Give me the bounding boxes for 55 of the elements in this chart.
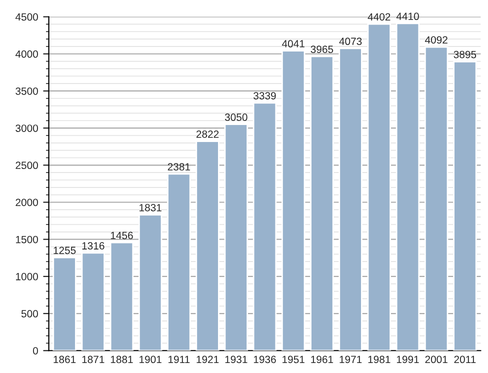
y-tick-label: 3500 xyxy=(16,87,38,95)
x-tick-label: 1971 xyxy=(340,356,362,364)
x-tick-label: 1861 xyxy=(54,356,76,364)
x-tick-label: 1911 xyxy=(168,356,190,364)
x-tick-label: 1931 xyxy=(225,356,248,364)
data-label: 3050 xyxy=(224,114,248,121)
y-tick-label: 1000 xyxy=(16,272,38,280)
bar xyxy=(138,214,162,351)
x-tick-label: 1951 xyxy=(282,356,304,364)
bar xyxy=(167,173,191,351)
bar xyxy=(281,50,306,351)
bar xyxy=(367,23,391,351)
bar xyxy=(453,60,477,351)
bar xyxy=(52,256,76,351)
x-tick-label: 1936 xyxy=(254,356,276,364)
x-tick-label: 1871 xyxy=(82,356,104,364)
data-label: 3339 xyxy=(254,92,276,100)
bar xyxy=(252,102,277,351)
y-tick-label: 4000 xyxy=(15,50,38,58)
bar xyxy=(196,140,220,351)
bar xyxy=(396,22,420,351)
bar xyxy=(338,48,362,351)
y-tick-label: 2500 xyxy=(16,162,38,170)
x-tick-label: 1881 xyxy=(110,356,133,364)
y-tick-label: 4500 xyxy=(15,13,38,21)
y-tick-label: 3000 xyxy=(16,124,38,132)
data-label: 2822 xyxy=(196,130,219,138)
x-tick-label: 2011 xyxy=(454,356,476,364)
x-tick-label: 1981 xyxy=(368,356,390,364)
x-tick-label: 1921 xyxy=(196,356,219,364)
x-tick-label: 1901 xyxy=(140,356,162,364)
data-label: 3895 xyxy=(454,50,476,58)
data-label: 4073 xyxy=(339,38,362,46)
bar xyxy=(424,46,448,351)
data-label: 1831 xyxy=(140,204,162,212)
x-tick-label: 1961 xyxy=(311,356,334,364)
x-tick-label: 2001 xyxy=(425,356,448,364)
data-label: 4041 xyxy=(282,40,304,48)
data-label: 3965 xyxy=(310,46,334,54)
data-label: 1456 xyxy=(110,232,133,240)
bar xyxy=(110,242,134,351)
y-tick-label: 0 xyxy=(33,347,38,354)
y-tick-label: 1500 xyxy=(16,236,38,244)
bar xyxy=(310,56,334,351)
y-tick-label: 500 xyxy=(21,310,38,318)
data-label: 4402 xyxy=(368,13,390,21)
data-label: 2381 xyxy=(168,163,190,171)
y-tick-label: 2000 xyxy=(16,198,38,206)
data-label: 4092 xyxy=(425,36,448,44)
bar xyxy=(81,252,105,351)
data-label: 1255 xyxy=(54,246,76,254)
bar xyxy=(224,124,248,351)
data-label: 4410 xyxy=(396,12,419,20)
x-tick-label: 1991 xyxy=(396,356,419,364)
data-label: 1316 xyxy=(82,242,104,250)
